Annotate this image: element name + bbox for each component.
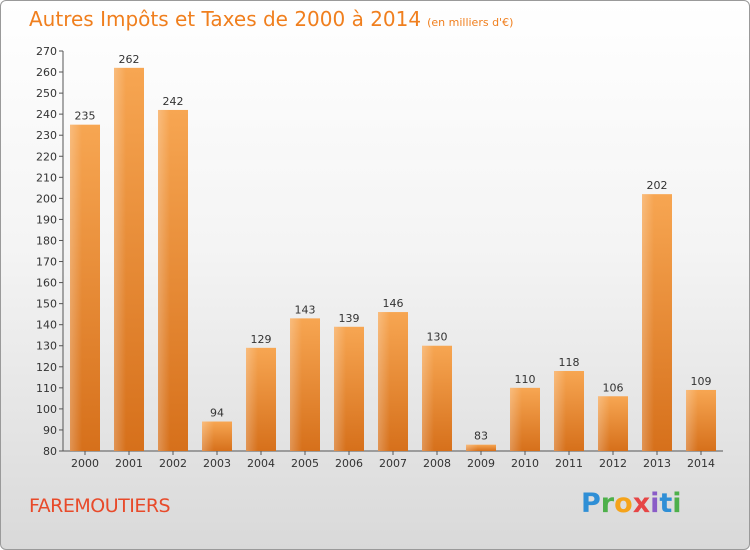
y-tick-label: 110 xyxy=(36,382,57,395)
bar-highlight xyxy=(554,371,566,451)
logo-letter: t xyxy=(659,488,673,519)
logo-letter: i xyxy=(672,488,682,519)
y-tick-label: 170 xyxy=(36,256,57,269)
proxiti-logo: Proxiti xyxy=(581,488,682,519)
bar-value-label: 202 xyxy=(647,179,668,192)
y-tick-label: 160 xyxy=(36,277,57,290)
bar-highlight xyxy=(114,67,126,451)
bar-value-label: 130 xyxy=(427,331,448,344)
x-tick-label: 2012 xyxy=(599,457,627,470)
y-tick-label: 90 xyxy=(43,424,57,437)
x-tick-label: 2011 xyxy=(555,457,583,470)
bar-value-label: 235 xyxy=(75,110,96,123)
y-tick-label: 190 xyxy=(36,213,57,226)
bar-value-label: 262 xyxy=(119,53,140,66)
y-tick-label: 250 xyxy=(36,87,57,100)
bar-highlight xyxy=(598,396,610,451)
logo-letter: x xyxy=(632,488,651,519)
city-name: FAREMOUTIERS xyxy=(29,495,171,517)
bar-value-label: 143 xyxy=(295,303,316,316)
y-tick-label: 220 xyxy=(36,150,57,163)
y-tick-label: 230 xyxy=(36,129,57,142)
bar-highlight xyxy=(510,387,522,451)
bar xyxy=(466,444,496,451)
bar-value-label: 129 xyxy=(251,333,272,346)
bar-value-label: 139 xyxy=(339,312,360,325)
bar-highlight xyxy=(378,312,390,451)
x-tick-label: 2009 xyxy=(467,457,495,470)
bar-value-label: 110 xyxy=(515,373,536,386)
chart-subtitle: (en milliers d'€) xyxy=(427,16,514,29)
plot-area: 8090100110120130140150160170180190200210… xyxy=(36,45,723,470)
logo-letter: r xyxy=(600,488,615,519)
x-tick-label: 2013 xyxy=(643,457,671,470)
bar-value-label: 106 xyxy=(603,381,624,394)
logo-letter: i xyxy=(650,488,660,519)
y-tick-label: 240 xyxy=(36,108,57,121)
y-tick-label: 120 xyxy=(36,361,57,374)
logo-letter: P xyxy=(581,488,601,519)
y-tick-label: 200 xyxy=(36,192,57,205)
bar-highlight xyxy=(70,124,82,452)
y-tick-label: 130 xyxy=(36,340,57,353)
bar-highlight xyxy=(246,347,258,451)
logo-letter: o xyxy=(614,488,633,519)
x-tick-label: 2010 xyxy=(511,457,539,470)
y-tick-label: 210 xyxy=(36,171,57,184)
chart-title: Autres Impôts et Taxes de 2000 à 2014 (en… xyxy=(29,7,513,31)
y-tick-label: 260 xyxy=(36,66,57,79)
y-tick-label: 180 xyxy=(36,234,57,247)
bar-highlight xyxy=(290,318,302,451)
bar-value-label: 94 xyxy=(210,407,224,420)
x-tick-label: 2006 xyxy=(335,457,363,470)
x-tick-label: 2014 xyxy=(687,457,715,470)
x-tick-label: 2001 xyxy=(115,457,143,470)
y-tick-label: 80 xyxy=(43,445,57,458)
bar-highlight xyxy=(202,421,214,451)
x-tick-label: 2000 xyxy=(71,457,99,470)
bar-highlight xyxy=(686,389,698,451)
bar-value-label: 118 xyxy=(559,356,580,369)
y-tick-label: 270 xyxy=(36,45,57,58)
y-tick-label: 150 xyxy=(36,298,57,311)
chart-title-text: Autres Impôts et Taxes de 2000 à 2014 xyxy=(29,7,422,31)
bar-value-label: 109 xyxy=(691,375,712,388)
x-tick-label: 2008 xyxy=(423,457,451,470)
bar-highlight xyxy=(334,326,346,451)
bar-value-label: 242 xyxy=(163,95,184,108)
bar-highlight xyxy=(642,194,654,451)
y-tick-label: 100 xyxy=(36,403,57,416)
bar-highlight xyxy=(422,345,434,451)
x-tick-label: 2002 xyxy=(159,457,187,470)
bar-highlight xyxy=(158,109,170,452)
bar-highlight xyxy=(466,444,478,451)
bar-value-label: 83 xyxy=(474,430,488,443)
bar-value-label: 146 xyxy=(383,297,404,310)
x-tick-label: 2004 xyxy=(247,457,275,470)
x-tick-label: 2005 xyxy=(291,457,319,470)
y-tick-label: 140 xyxy=(36,319,57,332)
x-tick-label: 2003 xyxy=(203,457,231,470)
x-tick-label: 2007 xyxy=(379,457,407,470)
